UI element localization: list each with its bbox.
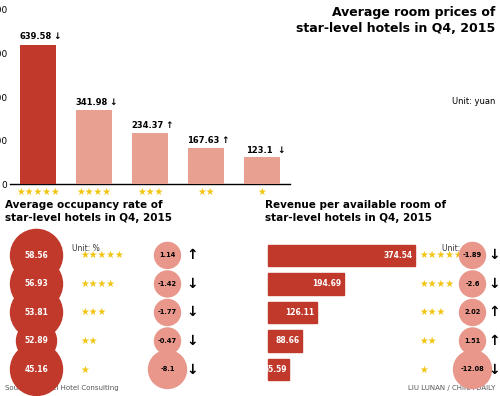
Text: ↓: ↓: [54, 32, 61, 41]
Text: LIU LUNAN / CHINA DAILY: LIU LUNAN / CHINA DAILY: [408, 385, 495, 391]
Text: ↓: ↓: [488, 248, 500, 263]
Text: ★★★: ★★★: [137, 187, 163, 197]
Text: Revenue per available room of
star-level hotels in Q4, 2015: Revenue per available room of star-level…: [265, 200, 446, 223]
Ellipse shape: [460, 242, 485, 268]
Bar: [268, 302, 317, 323]
Ellipse shape: [460, 328, 485, 354]
Text: -12.08: -12.08: [460, 366, 484, 373]
Text: -0.47: -0.47: [158, 338, 177, 344]
Ellipse shape: [154, 328, 180, 354]
Text: ↑: ↑: [222, 136, 229, 145]
Text: 126.11: 126.11: [286, 308, 314, 317]
Text: 1.14: 1.14: [160, 252, 176, 259]
Bar: [268, 273, 344, 295]
Text: 194.69: 194.69: [312, 280, 342, 288]
Text: ↑: ↑: [488, 305, 500, 320]
Text: ★★★★★: ★★★★★: [419, 250, 463, 261]
Text: ↓: ↓: [488, 362, 500, 377]
Text: ★★★★: ★★★★: [80, 279, 115, 289]
Bar: [132, 133, 168, 184]
Text: ↓: ↓: [186, 277, 198, 291]
Ellipse shape: [16, 321, 56, 361]
Bar: [76, 110, 112, 184]
Ellipse shape: [10, 258, 62, 310]
Text: -1.89: -1.89: [463, 252, 482, 259]
Ellipse shape: [154, 299, 180, 326]
Text: ★: ★: [258, 187, 266, 197]
Text: 167.63: 167.63: [187, 136, 220, 145]
Text: ★★: ★★: [80, 336, 98, 346]
Text: 639.58: 639.58: [19, 32, 52, 41]
Text: -1.77: -1.77: [158, 309, 177, 316]
Text: ★★: ★★: [197, 187, 215, 197]
Ellipse shape: [10, 286, 62, 339]
Text: ↓: ↓: [186, 334, 198, 348]
Ellipse shape: [460, 299, 485, 326]
Bar: [20, 45, 56, 184]
Text: ★★★★: ★★★★: [76, 187, 112, 197]
Ellipse shape: [454, 350, 492, 388]
Text: 88.66: 88.66: [276, 337, 300, 345]
Text: ★: ★: [419, 364, 428, 375]
Text: ★★★★★: ★★★★★: [16, 187, 60, 197]
Text: ↑: ↑: [488, 334, 500, 348]
Text: ↓: ↓: [278, 146, 285, 155]
Ellipse shape: [10, 229, 62, 282]
Text: 341.98: 341.98: [75, 97, 108, 107]
Text: ↓: ↓: [186, 305, 198, 320]
Ellipse shape: [10, 343, 62, 396]
Text: Source:Huamei Hotel Consulting: Source:Huamei Hotel Consulting: [5, 385, 118, 391]
Ellipse shape: [460, 271, 485, 297]
Text: ★★★: ★★★: [419, 307, 446, 318]
Text: ★★★★: ★★★★: [419, 279, 454, 289]
Text: ↑: ↑: [166, 121, 173, 130]
Text: Unit: %: Unit: %: [72, 244, 100, 253]
Text: Unit: yuan: Unit: yuan: [442, 244, 482, 253]
Text: -1.42: -1.42: [158, 281, 177, 287]
Text: 52.89: 52.89: [24, 337, 48, 345]
Text: 1.51: 1.51: [464, 338, 480, 344]
Ellipse shape: [148, 350, 186, 388]
Text: 2.02: 2.02: [464, 309, 480, 316]
Bar: [244, 157, 280, 184]
Text: 234.37: 234.37: [131, 121, 164, 130]
Bar: [188, 148, 224, 184]
Text: Average room prices of
star-level hotels in Q4, 2015: Average room prices of star-level hotels…: [296, 6, 495, 35]
Text: 123.1: 123.1: [246, 146, 272, 155]
Text: -8.1: -8.1: [160, 366, 175, 373]
Text: 45.16: 45.16: [24, 365, 48, 374]
Bar: [268, 359, 289, 380]
Text: ↑: ↑: [186, 248, 198, 263]
Text: ★★: ★★: [419, 336, 436, 346]
Text: 58.56: 58.56: [24, 251, 48, 260]
Bar: [268, 245, 415, 267]
Text: ★★★★★: ★★★★★: [80, 250, 124, 261]
Ellipse shape: [154, 271, 180, 297]
Text: 56.93: 56.93: [24, 280, 48, 288]
Text: Average occupancy rate of
star-level hotels in Q4, 2015: Average occupancy rate of star-level hot…: [5, 200, 172, 223]
Bar: [268, 330, 302, 352]
Text: ↓: ↓: [186, 362, 198, 377]
Text: 374.54: 374.54: [384, 251, 412, 260]
Text: 55.59: 55.59: [264, 365, 287, 374]
Text: 53.81: 53.81: [24, 308, 48, 317]
Text: Unit: yuan: Unit: yuan: [452, 97, 495, 106]
Text: -2.6: -2.6: [465, 281, 480, 287]
Text: ↓: ↓: [488, 277, 500, 291]
Text: ★★★: ★★★: [80, 307, 106, 318]
Text: ↓: ↓: [110, 97, 117, 107]
Text: ★: ★: [80, 364, 89, 375]
Ellipse shape: [154, 242, 180, 268]
